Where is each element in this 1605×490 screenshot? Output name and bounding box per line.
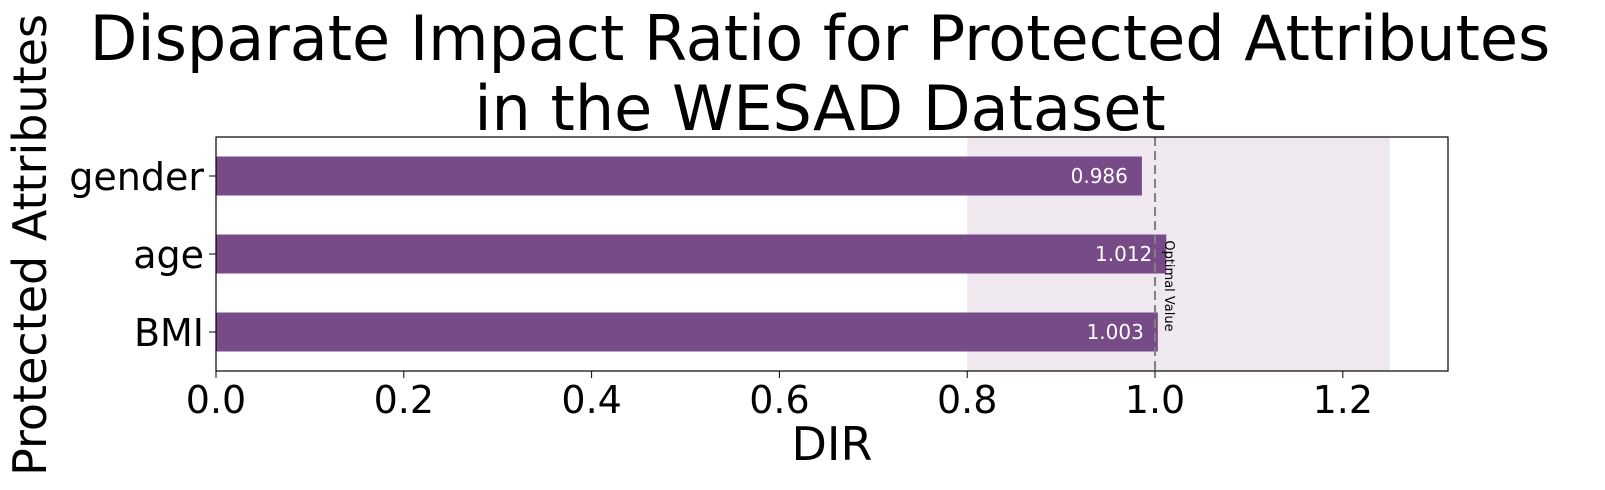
y-tick-label-bmi: BMI — [134, 311, 204, 355]
x-tick-label: 0.4 — [561, 378, 621, 422]
x-tick-label: 0.8 — [937, 378, 997, 422]
value-label-age: 1.012 — [1095, 242, 1152, 266]
x-tick-label: 0.0 — [186, 378, 246, 422]
value-label-gender: 0.986 — [1071, 164, 1128, 188]
y-tick-label-age: age — [133, 233, 204, 277]
chart-title: Disparate Impact Ratio for Protected Att… — [90, 2, 1551, 145]
plot-frame — [215, 136, 1449, 372]
chart-title-line: in the WESAD Dataset — [474, 72, 1165, 145]
plot-area: 0.986 gender 1.012 age 1.003 BMI Optimal Value… — [69, 136, 1449, 422]
x-tick-label: 0.2 — [374, 378, 434, 422]
x-tick-label: 0.6 — [749, 378, 809, 422]
x-tick-label: 1.2 — [1313, 378, 1373, 422]
x-tick-label: 1.0 — [1125, 378, 1185, 422]
bar-gender — [216, 156, 1142, 196]
value-label-bmi: 1.003 — [1087, 320, 1144, 344]
y-axis-label: Protected Attributes — [3, 14, 57, 476]
y-tick-label-gender: gender — [69, 155, 204, 199]
chart-title-line: Disparate Impact Ratio for Protected Att… — [90, 2, 1551, 75]
bar-age — [216, 234, 1167, 274]
optimal-value-label: Optimal Value — [1161, 240, 1176, 331]
bar-bmi — [216, 312, 1158, 352]
x-axis-label: DIR — [792, 417, 873, 471]
